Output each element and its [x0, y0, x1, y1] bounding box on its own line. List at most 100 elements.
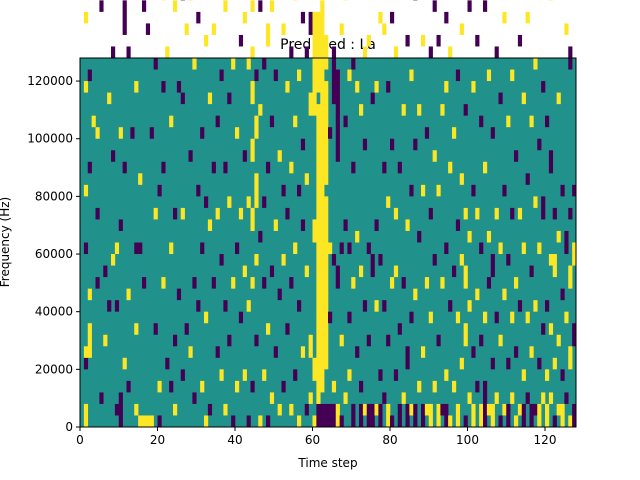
heatmap-cell-low — [514, 150, 519, 162]
heatmap-cell-low — [153, 58, 158, 70]
heatmap-cell-high — [207, 92, 213, 105]
heatmap-cell-low — [169, 380, 174, 393]
heatmap-cell-low — [138, 242, 143, 255]
heatmap-cell-low — [397, 161, 402, 174]
heatmap-cell-high — [494, 392, 499, 404]
heatmap-cell-low — [405, 346, 410, 370]
heatmap-cell-low — [494, 46, 499, 58]
heatmap-cell-low — [289, 46, 294, 58]
heatmap-cell-high — [320, 0, 325, 393]
heatmap-cell-low — [293, 369, 298, 381]
heatmap-cell-high — [250, 207, 255, 231]
heatmap-cell-high — [161, 277, 166, 289]
heatmap-cell-low — [545, 115, 550, 128]
heatmap-cell-low — [514, 346, 519, 358]
heatmap-cell-high — [277, 403, 282, 416]
heatmap-cell-low — [273, 69, 278, 82]
heatmap-cell-low — [126, 380, 131, 393]
heatmap-cell-high — [440, 277, 445, 289]
heatmap-cell-low — [262, 196, 267, 208]
heatmap-cell-low — [529, 403, 534, 427]
heatmap-cell-high — [564, 23, 569, 35]
heatmap-cell-low — [432, 0, 437, 12]
heatmap-cell-high — [258, 415, 263, 427]
heatmap-cell-low — [428, 207, 433, 220]
heatmap-cell-low — [382, 300, 387, 312]
heatmap-cell-high — [219, 369, 224, 381]
heatmap-cell-high — [459, 173, 464, 185]
heatmap-cell-high — [211, 23, 216, 35]
heatmap-cell-low — [424, 127, 430, 139]
heatmap-cell-high — [324, 34, 329, 70]
heatmap-cell-low — [378, 403, 383, 427]
heatmap-cell-high — [463, 323, 468, 347]
heatmap-cell-high — [556, 334, 561, 347]
heatmap-cell-low — [134, 242, 139, 255]
heatmap-cell-high — [502, 288, 507, 301]
heatmap-cell-low — [486, 277, 492, 289]
heatmap-cell-low — [223, 300, 228, 312]
heatmap-cell-high — [114, 242, 120, 255]
heatmap-cell-low — [548, 150, 554, 174]
heatmap-cell-high — [122, 357, 127, 370]
heatmap-cell-high — [339, 23, 344, 35]
heatmap-cell-high — [436, 403, 441, 427]
heatmap-cell-high — [521, 92, 526, 105]
x-tick-label: 120 — [534, 433, 557, 447]
heatmap-cell-high — [510, 69, 515, 82]
y-tick-label: 0 — [65, 420, 73, 434]
heatmap-cell-low — [463, 104, 468, 116]
heatmap-cell-high — [223, 403, 228, 416]
heatmap-cell-low — [328, 127, 333, 139]
heatmap-cell-high — [266, 323, 271, 335]
heatmap-cell-low — [490, 357, 495, 370]
heatmap-cell-low — [320, 403, 325, 427]
y-tick-label: 120000 — [27, 74, 73, 88]
heatmap-cell-high — [428, 403, 433, 427]
heatmap-cell-low — [413, 403, 418, 427]
heatmap-cell-low — [145, 23, 151, 35]
heatmap-cell-high — [545, 369, 550, 381]
heatmap-cell-low — [95, 207, 100, 220]
heatmap-cell-high — [242, 11, 247, 24]
heatmap-cell-low — [196, 11, 201, 24]
heatmap-cell-low — [300, 11, 306, 24]
heatmap-cell-low — [196, 184, 201, 197]
heatmap-cell-high — [471, 81, 476, 93]
heatmap-cell-low — [153, 323, 158, 335]
heatmap-cell-low — [103, 265, 108, 278]
heatmap-cell-low — [285, 323, 290, 335]
heatmap-cell-low — [510, 207, 515, 220]
heatmap-cell-high — [432, 150, 437, 162]
x-tick-label: 60 — [305, 433, 320, 447]
heatmap-cell-low — [192, 392, 197, 404]
heatmap-cell-high — [188, 346, 193, 358]
heatmap-cell-high — [537, 242, 542, 255]
heatmap-cell-low — [405, 34, 410, 47]
heatmap-cell-high — [204, 415, 209, 427]
heatmap-cell-low — [560, 184, 565, 197]
heatmap-cell-high — [494, 207, 499, 220]
heatmap-cell-low — [258, 0, 263, 12]
heatmap-cell-high — [308, 92, 313, 116]
heatmap-cell-low — [390, 415, 395, 427]
heatmap-cell-high — [126, 288, 131, 301]
heatmap-cell-low — [370, 92, 375, 105]
heatmap-cell-high — [386, 403, 391, 427]
heatmap-cell-high — [83, 11, 89, 24]
heatmap-cell-high — [521, 369, 526, 381]
heatmap-cell-high — [83, 81, 89, 93]
heatmap-cell-low — [552, 415, 557, 427]
heatmap-cell-high — [149, 415, 154, 427]
heatmap-cell-high — [374, 300, 379, 312]
heatmap-cell-low — [122, 161, 127, 174]
heatmap-cell-high — [486, 230, 492, 243]
heatmap-cell-high — [424, 277, 430, 289]
heatmap-cell-high — [273, 219, 278, 231]
heatmap-cell-low — [324, 403, 329, 427]
heatmap-cell-high — [331, 380, 337, 393]
heatmap-cell-high — [405, 219, 410, 231]
heatmap-cell-high — [83, 184, 89, 197]
heatmap-cell-high — [483, 161, 488, 174]
heatmap-cell-high — [223, 0, 228, 12]
